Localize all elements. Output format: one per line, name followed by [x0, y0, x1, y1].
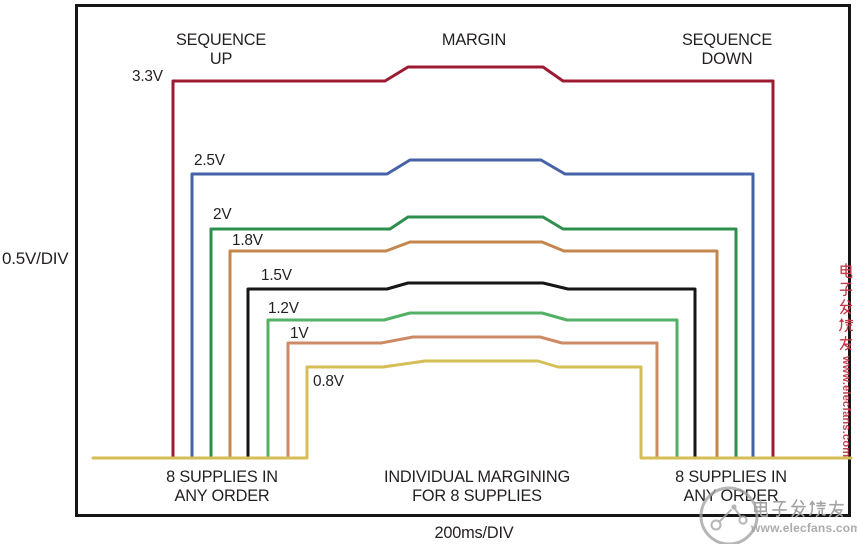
watermark-glyph	[839, 335, 853, 351]
trace-label-1.2v: 1.2V	[268, 300, 299, 317]
watermark-glyph	[840, 263, 853, 279]
annotation-sequence-up-line2: UP	[209, 49, 233, 68]
annotation-sequence-down-line1: SEQUENCE	[681, 30, 773, 49]
annotation-individual-margin-line1: INDIVIDUAL MARGINING	[384, 467, 570, 486]
trace-1.2v	[266, 311, 679, 460]
watermark-glyph	[838, 318, 854, 333]
trace-label-2v: 2V	[213, 206, 232, 223]
annotation-margin: MARGIN	[398, 30, 550, 49]
trace-label-1.8v: 1.8V	[232, 232, 263, 249]
annotation-sequence-down-line2: DOWN	[701, 49, 753, 68]
trace-0.8v	[91, 359, 853, 460]
trace-1.5v	[246, 281, 697, 460]
trace-label-0.8v: 0.8V	[313, 373, 344, 390]
trace-label-1.5v: 1.5V	[261, 267, 292, 284]
watermark-glyph	[809, 500, 826, 517]
annotation-supplies-right: 8 SUPPLIES IN ANY ORDER	[655, 467, 807, 505]
trace-2.5v	[190, 158, 755, 460]
trace-label-2.5v: 2.5V	[194, 152, 225, 169]
trace-3.3v	[171, 65, 775, 460]
annotation-sequence-up: SEQUENCE UP	[145, 30, 297, 68]
watermark-glyph	[791, 499, 806, 518]
annotation-supplies-left-line1: 8 SUPPLIES IN	[166, 467, 278, 486]
x-axis-label: 200ms/DIV	[434, 523, 514, 542]
watermark-glyph	[839, 282, 853, 297]
annotation-individual-margin-line2: FOR 8 SUPPLIES	[412, 486, 542, 505]
annotation-sequence-down: SEQUENCE DOWN	[651, 30, 803, 68]
watermark-brand-cn	[751, 499, 846, 523]
trace-label-3.3v: 3.3V	[132, 68, 163, 85]
plot-border	[75, 4, 851, 517]
watermark-url: www.elecfans.com	[751, 521, 857, 535]
y-axis-label: 0.5V/DIV	[2, 249, 69, 268]
watermark-glyph	[753, 499, 768, 517]
watermark-url-vertical: www.elecfans.com	[840, 356, 852, 458]
watermark-glyph	[829, 500, 844, 518]
annotation-supplies-left: 8 SUPPLIES IN ANY ORDER	[146, 467, 298, 505]
annotation-supplies-right-line1: 8 SUPPLIES IN	[675, 467, 787, 486]
watermark-brand-cn-vertical	[838, 263, 856, 353]
watermark-glyph	[839, 299, 853, 315]
annotation-sequence-up-line1: SEQUENCE	[175, 30, 267, 49]
annotation-individual-margin: INDIVIDUAL MARGINING FOR 8 SUPPLIES	[352, 467, 602, 505]
annotation-supplies-left-line2: ANY ORDER	[174, 486, 270, 505]
watermark-glyph	[772, 501, 787, 517]
trace-2v	[209, 215, 738, 460]
trace-1v	[286, 335, 659, 460]
trace-label-1v: 1V	[290, 325, 309, 342]
trace-1.8v	[228, 240, 719, 460]
annotation-margin-text: MARGIN	[441, 30, 507, 49]
